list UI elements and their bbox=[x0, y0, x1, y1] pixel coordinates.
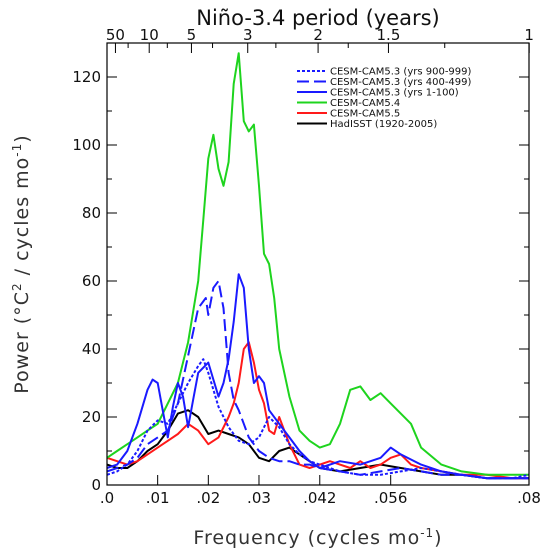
x-axis-title: Frequency (cycles mo-1) bbox=[193, 526, 442, 549]
legend-label: CESM-CAM5.4 bbox=[330, 98, 400, 109]
x-tick-label: .08 bbox=[517, 489, 541, 507]
period-tick-label: 3 bbox=[243, 26, 253, 44]
chart-title: Niño-3.4 period (years) bbox=[196, 6, 440, 30]
period-tick-label: 1.5 bbox=[377, 26, 401, 44]
period-tick-label: 10 bbox=[140, 26, 159, 44]
y-tick-label: 100 bbox=[72, 136, 101, 154]
x-tick-label: .03 bbox=[247, 489, 271, 507]
x-tick-label: .02 bbox=[196, 489, 220, 507]
series-line bbox=[106, 280, 529, 480]
series-line bbox=[106, 409, 529, 480]
legend-label: HadISST (1920-2005) bbox=[330, 119, 437, 130]
series-lines bbox=[106, 52, 530, 480]
series-line bbox=[106, 273, 529, 480]
period-tick-label: 1 bbox=[524, 26, 534, 44]
y-tick-label: 120 bbox=[72, 68, 101, 86]
axis-ticks bbox=[106, 43, 530, 486]
period-tick-label: 5 bbox=[187, 26, 197, 44]
x-tick-label: .01 bbox=[146, 489, 170, 507]
x-tick-label: .056 bbox=[374, 489, 407, 507]
legend-label: CESM-CAM5.3 (yrs 1-100) bbox=[330, 88, 459, 99]
y-tick-label: 40 bbox=[82, 340, 101, 358]
series-line bbox=[106, 52, 529, 476]
legend-label: CESM-CAM5.3 (yrs 900-999) bbox=[330, 67, 472, 78]
series-line bbox=[106, 341, 529, 480]
plot-frame bbox=[106, 42, 530, 486]
period-tick-label: 50 bbox=[106, 26, 125, 44]
x-tick-label: .042 bbox=[303, 489, 336, 507]
y-axis-title: Power (°C2 / cycles mo-1) bbox=[10, 134, 33, 393]
y-tick-label: 20 bbox=[82, 408, 101, 426]
period-tick-label: 2 bbox=[313, 26, 323, 44]
x-tick-label: .0 bbox=[100, 489, 114, 507]
y-tick-label: 60 bbox=[82, 272, 101, 290]
tick-labels: 0 20 40 60 80 100 120 .0 .01 .02 .03 .042 .056 .08 50 1… bbox=[72, 26, 541, 507]
y-tick-label: 80 bbox=[82, 204, 101, 222]
series-line bbox=[106, 358, 530, 480]
legend-label: CESM-CAM5.5 bbox=[330, 109, 400, 120]
legend-label: CESM-CAM5.3 (yrs 400-499) bbox=[330, 77, 472, 88]
legend: CESM-CAM5.3 (yrs 900-999)CESM-CAM5.3 (yr… bbox=[297, 67, 472, 130]
y-tick-label: 0 bbox=[91, 476, 101, 494]
